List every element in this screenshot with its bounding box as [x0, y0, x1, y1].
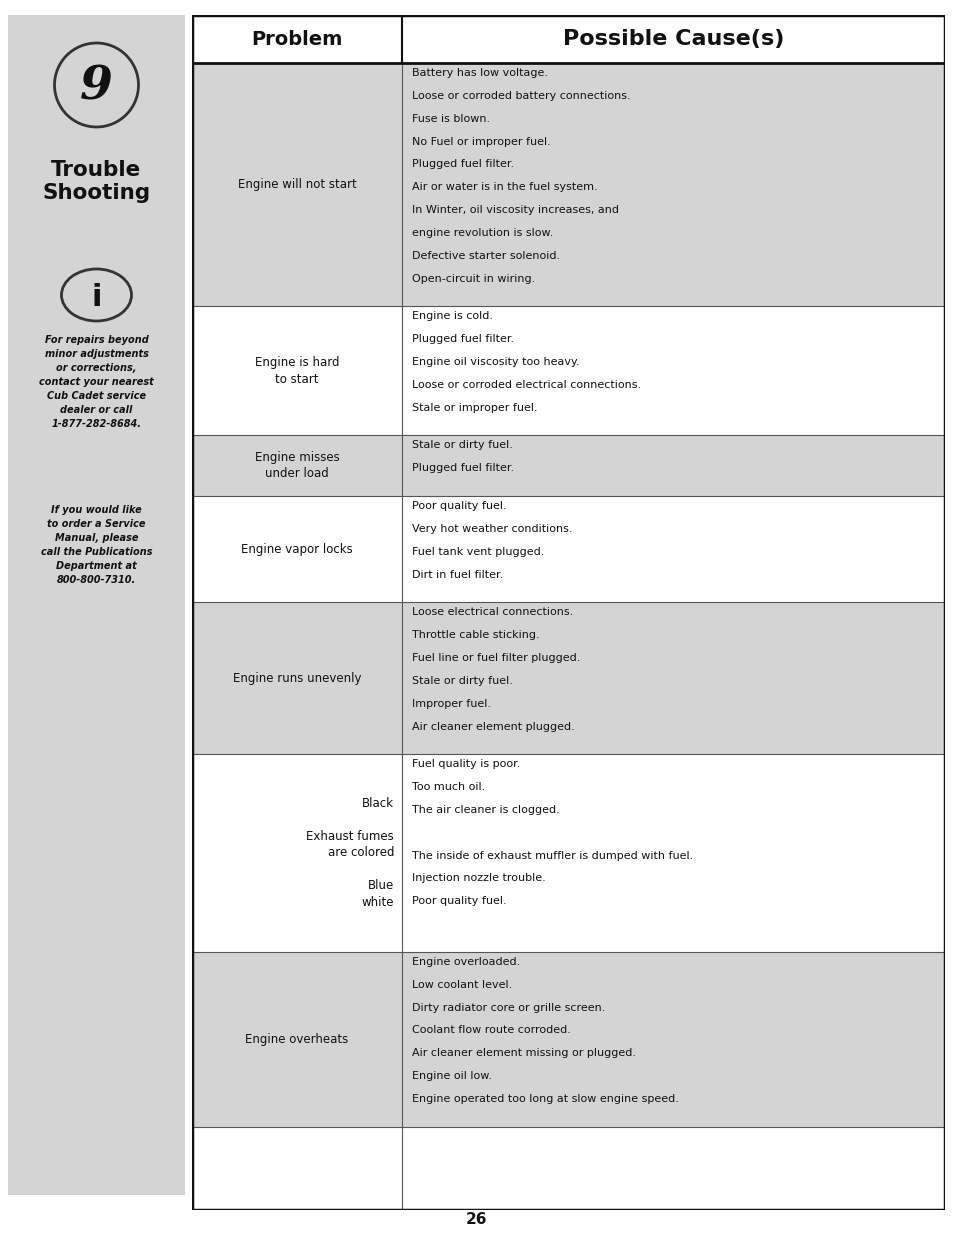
- Text: Air or water is in the fuel system.: Air or water is in the fuel system.: [412, 183, 597, 193]
- Bar: [192, 306, 944, 436]
- Text: Open-circuit in wiring.: Open-circuit in wiring.: [412, 274, 535, 284]
- Text: Fuel tank vent plugged.: Fuel tank vent plugged.: [412, 547, 544, 557]
- Text: In Winter, oil viscosity increases, and: In Winter, oil viscosity increases, and: [412, 205, 618, 215]
- Text: Engine will not start: Engine will not start: [237, 178, 356, 191]
- Text: Engine misses
under load: Engine misses under load: [254, 451, 339, 480]
- Text: Fuel quality is poor.: Fuel quality is poor.: [412, 760, 519, 769]
- Text: The air cleaner is clogged.: The air cleaner is clogged.: [412, 805, 559, 815]
- Text: Poor quality fuel.: Poor quality fuel.: [412, 501, 506, 511]
- Bar: [192, 496, 944, 603]
- Text: Loose or corroded battery connections.: Loose or corroded battery connections.: [412, 91, 630, 101]
- Text: No Fuel or improper fuel.: No Fuel or improper fuel.: [412, 137, 550, 147]
- Text: Loose electrical connections.: Loose electrical connections.: [412, 608, 573, 618]
- Text: Battery has low voltage.: Battery has low voltage.: [412, 68, 547, 78]
- Text: Engine overloaded.: Engine overloaded.: [412, 957, 519, 967]
- Text: i: i: [91, 283, 102, 311]
- Text: If you would like
to order a Service
Manual, please
call the Publications
Depart: If you would like to order a Service Man…: [41, 505, 152, 585]
- Text: Trouble
Shooting: Trouble Shooting: [42, 161, 151, 204]
- Text: 9: 9: [80, 64, 112, 110]
- Bar: [192, 755, 944, 952]
- Text: For repairs beyond
minor adjustments
or corrections,
contact your nearest
Cub Ca: For repairs beyond minor adjustments or …: [39, 335, 153, 429]
- Text: Possible Cause(s): Possible Cause(s): [562, 28, 783, 49]
- Text: Coolant flow route corroded.: Coolant flow route corroded.: [412, 1025, 570, 1035]
- Text: Improper fuel.: Improper fuel.: [412, 699, 491, 709]
- Text: Fuse is blown.: Fuse is blown.: [412, 114, 490, 124]
- Text: Stale or dirty fuel.: Stale or dirty fuel.: [412, 441, 513, 451]
- Text: Too much oil.: Too much oil.: [412, 782, 485, 792]
- Text: Loose or corroded electrical connections.: Loose or corroded electrical connections…: [412, 380, 640, 390]
- Text: Air cleaner element plugged.: Air cleaner element plugged.: [412, 721, 574, 731]
- Text: Air cleaner element missing or plugged.: Air cleaner element missing or plugged.: [412, 1049, 636, 1058]
- Text: Engine oil viscosity too heavy.: Engine oil viscosity too heavy.: [412, 357, 579, 367]
- Text: Engine oil low.: Engine oil low.: [412, 1071, 492, 1081]
- Bar: [192, 603, 944, 755]
- FancyBboxPatch shape: [6, 14, 187, 1197]
- Text: Engine is cold.: Engine is cold.: [412, 311, 493, 321]
- Text: Problem: Problem: [251, 30, 342, 48]
- Bar: [192, 63, 944, 306]
- Bar: [192, 1126, 944, 1210]
- Text: Plugged fuel filter.: Plugged fuel filter.: [412, 159, 514, 169]
- Text: The inside of exhaust muffler is dumped with fuel.: The inside of exhaust muffler is dumped …: [412, 851, 693, 861]
- Text: Injection nozzle trouble.: Injection nozzle trouble.: [412, 873, 545, 883]
- Bar: [192, 436, 944, 496]
- Text: Plugged fuel filter.: Plugged fuel filter.: [412, 463, 514, 473]
- Text: Fuel line or fuel filter plugged.: Fuel line or fuel filter plugged.: [412, 653, 579, 663]
- Text: Engine vapor locks: Engine vapor locks: [241, 542, 353, 556]
- Bar: [192, 952, 944, 1126]
- Text: Throttle cable sticking.: Throttle cable sticking.: [412, 630, 539, 640]
- Text: Engine is hard
to start: Engine is hard to start: [254, 356, 339, 385]
- Text: Poor quality fuel.: Poor quality fuel.: [412, 897, 506, 906]
- Bar: [192, 15, 944, 63]
- Text: Very hot weather conditions.: Very hot weather conditions.: [412, 524, 572, 534]
- Text: Low coolant level.: Low coolant level.: [412, 979, 512, 989]
- Text: Dirt in fuel filter.: Dirt in fuel filter.: [412, 569, 503, 579]
- Text: Black

Exhaust fumes
are colored

Blue
white: Black Exhaust fumes are colored Blue whi…: [306, 797, 394, 909]
- Text: Stale or improper fuel.: Stale or improper fuel.: [412, 403, 537, 412]
- Text: Stale or dirty fuel.: Stale or dirty fuel.: [412, 676, 513, 685]
- Text: Plugged fuel filter.: Plugged fuel filter.: [412, 335, 514, 345]
- Text: Engine operated too long at slow engine speed.: Engine operated too long at slow engine …: [412, 1094, 679, 1104]
- Text: Defective starter solenoid.: Defective starter solenoid.: [412, 251, 559, 261]
- Text: Dirty radiator core or grille screen.: Dirty radiator core or grille screen.: [412, 1003, 605, 1013]
- Text: engine revolution is slow.: engine revolution is slow.: [412, 228, 553, 238]
- Text: 26: 26: [466, 1212, 487, 1228]
- Text: Engine runs unevenly: Engine runs unevenly: [233, 672, 361, 684]
- Text: Engine overheats: Engine overheats: [245, 1032, 348, 1046]
